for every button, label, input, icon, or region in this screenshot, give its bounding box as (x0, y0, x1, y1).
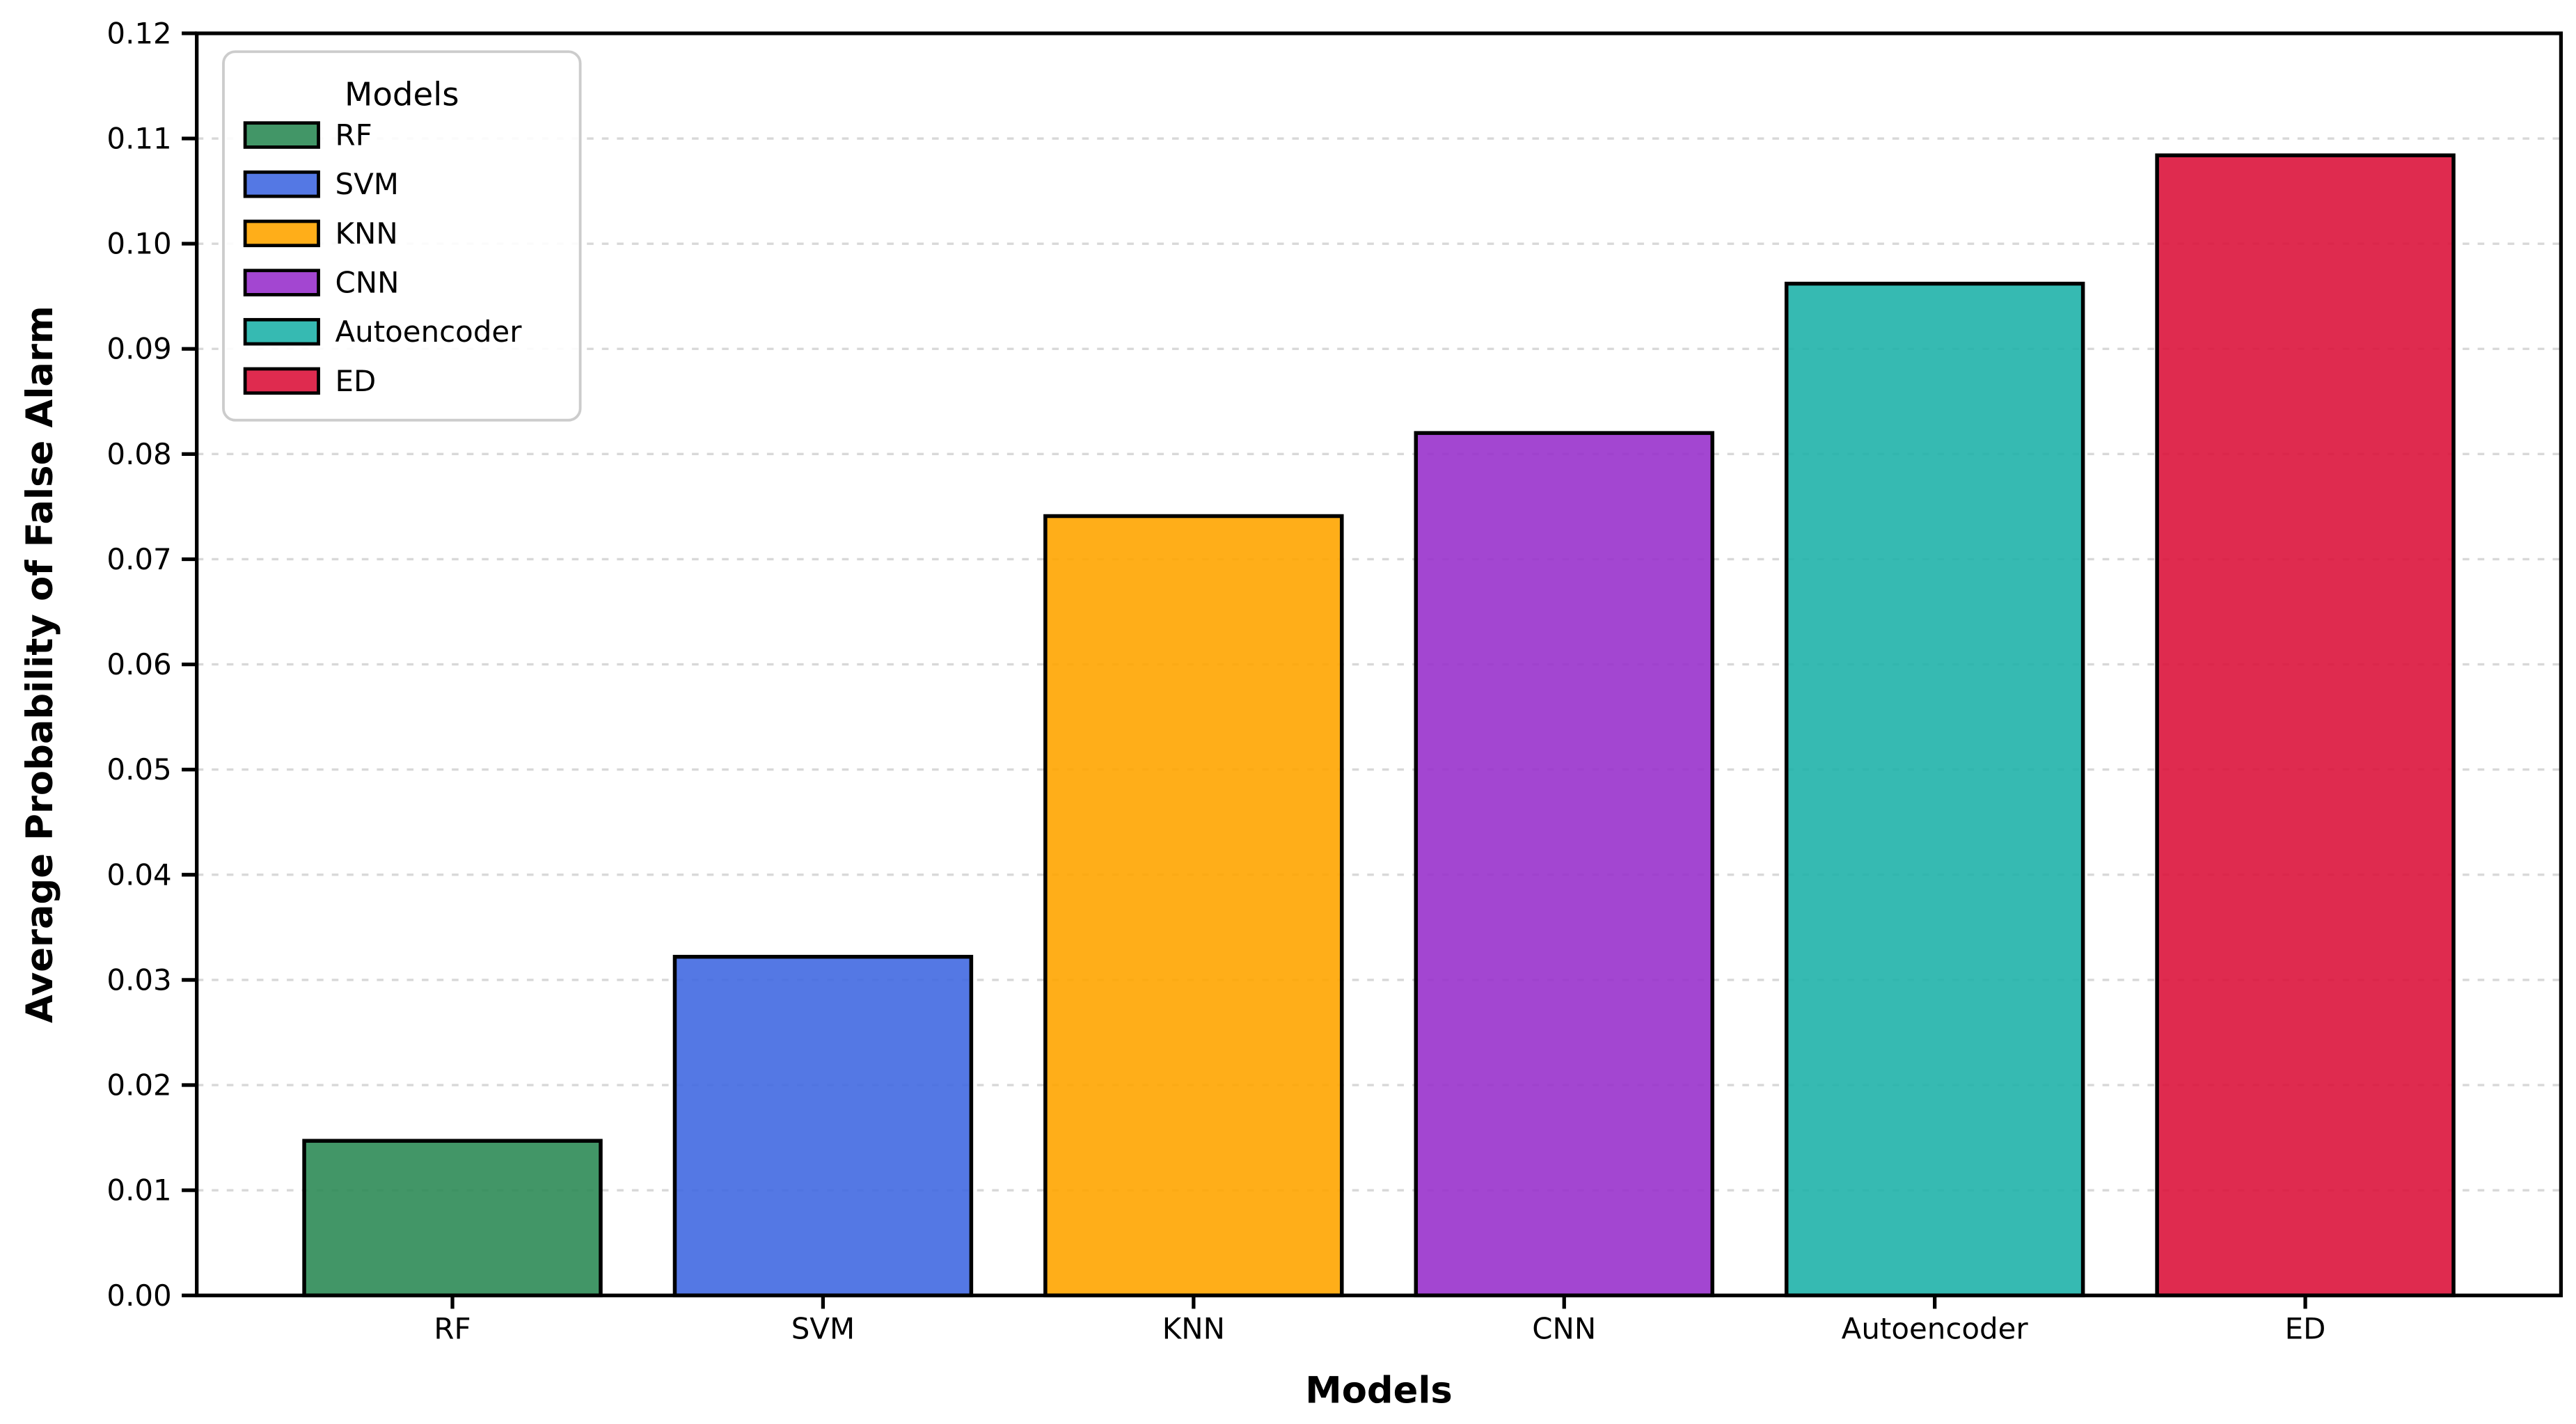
legend-swatch-rf (243, 121, 320, 149)
bar-knn (1043, 514, 1344, 1298)
bar-rf (302, 1139, 603, 1298)
legend-swatch-knn (243, 219, 320, 248)
bar-autoencoder (1784, 281, 2085, 1298)
y-tick-label: 0.05 (106, 752, 171, 786)
y-axis: 0.00 0.01 0.02 0.03 0.04 0.05 0.06 0.07 0.08 0.09… (106, 16, 197, 1313)
y-tick-label: 0.10 (106, 227, 171, 261)
legend: Models RF SVM KNN CNN Autoencoder ED (222, 50, 582, 422)
legend-label-cnn: CNN (335, 266, 399, 300)
bar-cnn (1414, 431, 1714, 1298)
y-tick-label: 0.03 (106, 963, 171, 997)
bars (302, 153, 2456, 1298)
legend-label-knn: KNN (335, 216, 397, 251)
y-tick-label: 0.06 (106, 647, 171, 681)
bar-ed (2155, 153, 2456, 1298)
y-tick-label: 0.07 (106, 542, 171, 576)
legend-swatch-cnn (243, 269, 320, 296)
x-tick-label: ED (2285, 1312, 2326, 1346)
y-tick-label: 0.12 (106, 16, 171, 50)
y-tick-label: 0.02 (106, 1068, 171, 1102)
x-tick-label: Autoencoder (1842, 1312, 2029, 1346)
y-axis-label: Average Probability of False Alarm (19, 306, 61, 1023)
y-tick-label: 0.00 (106, 1279, 171, 1313)
legend-label-ed: ED (335, 364, 376, 398)
y-tick-label: 0.01 (106, 1173, 171, 1208)
y-tick-label: 0.11 (106, 122, 171, 156)
legend-swatch-ed (243, 367, 320, 395)
y-tick-label: 0.09 (106, 332, 171, 366)
y-tick-label: 0.08 (106, 437, 171, 471)
x-tick-label: CNN (1532, 1312, 1596, 1346)
y-tick-label: 0.04 (106, 857, 171, 892)
legend-title: Models (345, 77, 459, 114)
x-tick-label: KNN (1162, 1312, 1225, 1346)
legend-swatch-autoencoder (243, 317, 320, 346)
bar-svm (672, 954, 974, 1298)
x-tick-label: RF (434, 1312, 471, 1346)
legend-swatch-svm (243, 170, 320, 198)
legend-label-svm: SVM (335, 167, 398, 201)
x-tick-label: SVM (791, 1312, 855, 1346)
x-axis-label: Models (1305, 1369, 1452, 1411)
legend-label-autoencoder: Autoencoder (335, 315, 522, 349)
legend-label-rf: RF (335, 118, 372, 152)
x-axis: RF SVM KNN CNN Autoencoder ED (434, 1295, 2326, 1346)
